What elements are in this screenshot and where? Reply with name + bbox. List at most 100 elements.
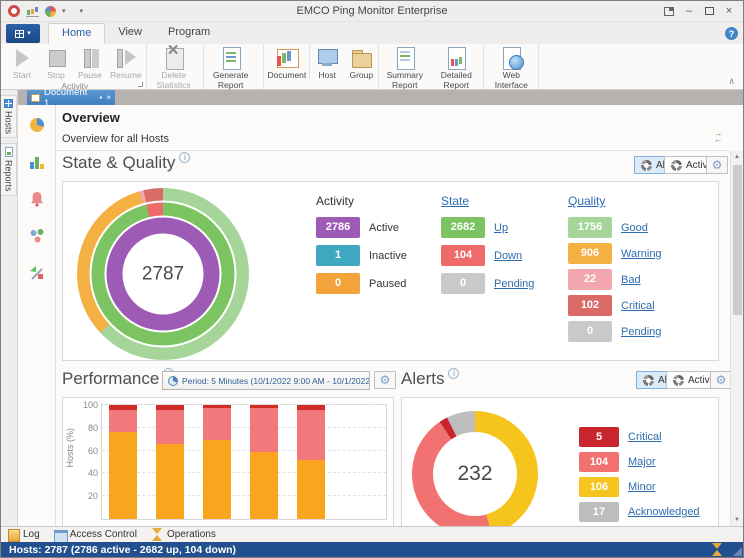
collapse-ribbon-button[interactable]: ∧ xyxy=(728,76,735,86)
chart-icon[interactable] xyxy=(26,6,39,17)
ribbon-button[interactable]: Start xyxy=(5,45,39,81)
ribbon-button[interactable]: Summary Report xyxy=(378,45,430,90)
info-icon[interactable]: i xyxy=(448,368,460,379)
resize-grip[interactable] xyxy=(733,547,742,556)
dialog-launcher-icon[interactable] xyxy=(137,81,143,87)
scroll-up-icon[interactable]: ▲ xyxy=(734,154,740,160)
ribbon-tab[interactable]: Home xyxy=(48,23,106,44)
scrollbar-thumb[interactable] xyxy=(732,165,742,315)
period-dropdown[interactable]: Period: 5 Minutes (10/1/2022 9:00 AM - 1… xyxy=(162,371,370,390)
bar-segment xyxy=(297,405,325,410)
bar-segment xyxy=(109,409,137,433)
legend-link[interactable]: Down xyxy=(494,249,523,262)
y-tick-label: 100 xyxy=(82,400,98,410)
refresh-icon: ← xyxy=(713,134,723,144)
dock-tab[interactable]: Log xyxy=(7,528,40,542)
ribbon-button[interactable]: Document xyxy=(265,45,310,81)
stacked-bar xyxy=(156,405,184,519)
nav-state-button[interactable] xyxy=(22,224,52,248)
document-tab-strip: Document 1 ▪ × xyxy=(18,87,743,109)
nav-overview-button[interactable] xyxy=(22,113,52,137)
alerts-legend: 5 Critical 104 Major 106 Minor 17 Acknow… xyxy=(579,427,739,522)
ribbon-button[interactable]: Resume xyxy=(107,45,145,81)
performance-title: Performancei xyxy=(62,368,175,389)
bottom-dock-tabs: Log Access Control Operations xyxy=(1,526,743,544)
ribbon-button[interactable]: Host xyxy=(309,45,344,81)
ribbon-button[interactable]: Pause xyxy=(73,45,107,81)
access-control-icon xyxy=(53,528,68,544)
nav-performance-button[interactable] xyxy=(22,261,52,285)
minimize-button[interactable]: – xyxy=(685,4,693,17)
dock-tab[interactable]: Operations xyxy=(151,528,216,541)
quality-header-link[interactable]: Quality xyxy=(568,194,606,208)
chevron-down-icon: ▾ xyxy=(27,30,31,37)
application-button[interactable]: ▾ xyxy=(6,24,40,43)
help-button[interactable]: ? xyxy=(725,27,738,40)
alerts-settings-button[interactable]: ⚙ xyxy=(710,371,732,389)
app-grid-icon xyxy=(15,29,25,38)
reports-panel-tab[interactable]: Reports xyxy=(1,143,17,196)
info-icon[interactable]: i xyxy=(179,152,191,163)
close-button[interactable]: × xyxy=(725,4,733,17)
reports-icon xyxy=(4,147,13,158)
legend-label: Active xyxy=(369,221,399,234)
performance-settings-button[interactable]: ⚙ xyxy=(374,371,396,389)
legend-item: 0 Pending xyxy=(441,273,601,294)
vertical-scrollbar[interactable]: ▲ ▼ xyxy=(730,151,743,526)
pin-icon[interactable]: ▪ xyxy=(99,92,103,102)
ribbon: Start Stop Pause Resume Activity Delete … xyxy=(1,44,743,100)
ribbon-button[interactable]: Generate Report xyxy=(205,45,257,90)
legend-item: 22 Bad xyxy=(568,269,728,290)
legend-link[interactable]: Critical xyxy=(628,431,662,443)
count-badge: 906 xyxy=(568,243,612,264)
legend-link[interactable]: Minor xyxy=(628,481,656,493)
document-tab-label: Document 1 xyxy=(44,86,88,109)
nav-alerts-button[interactable] xyxy=(22,187,52,211)
reports-tab-label: Reports xyxy=(3,160,14,192)
ribbon-tab[interactable]: Program xyxy=(168,26,211,38)
ribbon-button[interactable]: Stop xyxy=(39,45,73,81)
legend-link[interactable]: Major xyxy=(628,456,656,468)
view-icon-bar xyxy=(18,105,56,526)
dock-tab[interactable]: Access Control xyxy=(53,528,137,544)
legend-item: 2682 Up xyxy=(441,217,601,238)
legend-link[interactable]: Pending xyxy=(494,277,535,290)
count-badge: 22 xyxy=(568,269,612,290)
ribbon-button[interactable]: Web Interface xyxy=(485,45,537,90)
gear-icon: ⚙ xyxy=(715,373,727,387)
legend-label: Inactive xyxy=(369,249,407,262)
alerts-active-button[interactable]: Active xyxy=(666,371,723,389)
sq-settings-button[interactable]: ⚙ xyxy=(706,156,728,174)
nav-statistics-button[interactable] xyxy=(22,150,52,174)
hosts-panel-tab[interactable]: Hosts xyxy=(1,95,17,139)
legend-link[interactable]: Pending xyxy=(621,325,662,338)
bar-segment xyxy=(203,440,231,519)
legend-link[interactable]: Good xyxy=(621,221,648,234)
legend-item: 1756 Good xyxy=(568,217,728,238)
legend-link[interactable]: Critical xyxy=(621,299,655,312)
refresh-button[interactable]: → ← xyxy=(706,126,730,146)
ribbon-button[interactable]: Group xyxy=(344,45,378,81)
document-tab[interactable]: Document 1 ▪ × xyxy=(27,87,115,109)
legend-link[interactable]: Warning xyxy=(621,247,662,260)
ribbon-button[interactable]: Detailed Report xyxy=(430,45,482,90)
status-dots-icon xyxy=(30,229,43,243)
ribbon-tab[interactable]: View xyxy=(118,26,142,38)
count-badge: 5 xyxy=(579,427,619,447)
legend-link[interactable]: Bad xyxy=(621,273,641,286)
qat-customize-icon[interactable]: ▾ xyxy=(79,7,84,15)
resume-icon xyxy=(112,46,140,70)
legend-link[interactable]: Up xyxy=(494,221,509,234)
maximize-button[interactable] xyxy=(700,4,718,19)
pie-icon[interactable] xyxy=(45,5,56,17)
group-icon xyxy=(347,46,375,70)
scroll-down-icon[interactable]: ▼ xyxy=(734,517,740,523)
close-tab-icon[interactable]: × xyxy=(106,92,111,102)
fullscreen-button[interactable] xyxy=(660,4,678,19)
legend-link[interactable]: Acknowledged xyxy=(628,506,700,518)
chevron-down-icon[interactable]: ▾ xyxy=(62,7,66,15)
state-header-link[interactable]: State xyxy=(441,194,470,208)
stacked-bar xyxy=(109,405,137,519)
ribbon-button[interactable]: Delete Statistics xyxy=(148,45,200,90)
